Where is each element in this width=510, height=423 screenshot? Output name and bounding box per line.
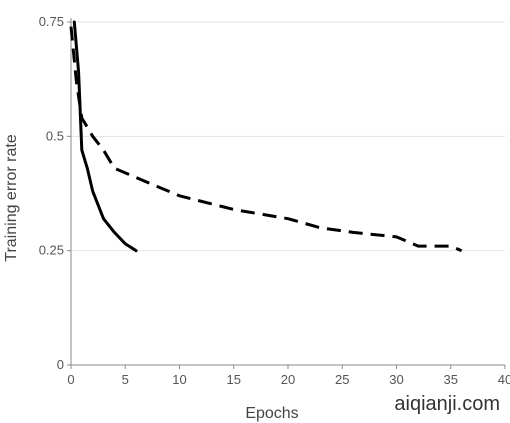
x-tick-label: 0 — [67, 372, 74, 387]
y-tick-label: 0.75 — [39, 14, 64, 29]
series-line-dashed — [69, 26, 463, 253]
y-axis-title: Training error rate — [3, 134, 20, 262]
x-axis-title: Epochs — [245, 405, 298, 422]
x-tick-label: 20 — [281, 372, 295, 387]
y-tick-label: 0.5 — [46, 128, 64, 143]
watermark-text: aiqianji.com — [394, 393, 500, 415]
x-tick-label: 40 — [498, 372, 510, 387]
x-tick-label: 30 — [389, 372, 403, 387]
x-tick-label: 35 — [444, 372, 458, 387]
x-tick-label: 25 — [335, 372, 349, 387]
axes — [67, 18, 506, 369]
x-tick-label: 15 — [227, 372, 241, 387]
x-tick-label: 5 — [122, 372, 129, 387]
y-tick-label: 0 — [57, 357, 64, 372]
tick-labels: 0 0.25 0.5 0.75 0 5 10 15 20 25 30 35 40 — [39, 14, 510, 387]
y-tick-label: 0.25 — [39, 243, 64, 258]
series-lines — [69, 20, 463, 253]
x-tick-label: 10 — [172, 372, 186, 387]
gridlines — [71, 21, 505, 252]
